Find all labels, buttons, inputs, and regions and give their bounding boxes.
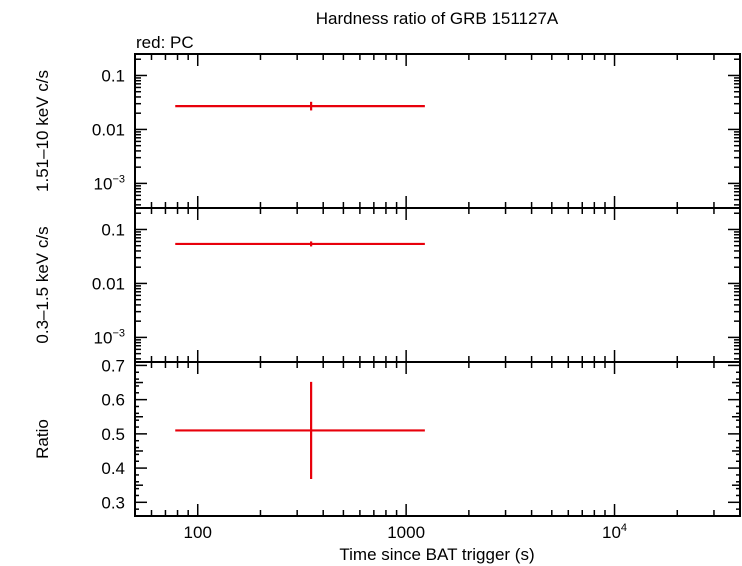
y-tick-label: 0.7 [101,356,125,375]
y-axis-label: 0.3–1.5 keV c/s [33,226,52,343]
panel-frame [134,53,741,209]
panel-frame [134,207,741,363]
y-axis-label: 1.51–10 keV c/s [33,70,52,192]
y-tick-label: 0.1 [101,66,125,85]
panel-ratio: 0.3 0.4 0.5 0.6 0.7 Ratio [33,356,741,517]
x-axis-label: Time since BAT trigger (s) [339,545,534,564]
panel-hard: 0.1 0.01 10−3 1.51–10 keV c/s [33,53,741,209]
y-tick-label: 10−3 [94,327,125,347]
legend-note: red: PC [136,33,194,52]
y-tick-label: 0.6 [101,391,125,410]
chart-title: Hardness ratio of GRB 151127A [316,9,559,28]
y-tick-label: 0.4 [101,459,125,478]
panels: 0.1 0.01 10−3 1.51–10 keV c/s 0.1 0.01 10−3 0.3… [33,53,741,542]
data-point [175,381,425,480]
y-axis-label: Ratio [33,419,52,459]
y-tick-label: 0.01 [92,274,125,293]
x-tick-label: 104 [602,522,627,542]
y-tick-label: 0.3 [101,493,125,512]
panel-soft: 0.1 0.01 10−3 0.3–1.5 keV c/s [33,207,741,363]
y-tick-label: 0.1 [101,220,125,239]
data-point [175,101,425,111]
data-point [175,241,425,247]
x-tick-label: 1000 [387,523,425,542]
panel-frame [134,361,741,517]
y-tick-label: 10−3 [94,173,125,193]
y-tick-label: 0.01 [92,120,125,139]
y-tick-label: 0.5 [101,425,125,444]
x-tick-label: 100 [184,523,212,542]
